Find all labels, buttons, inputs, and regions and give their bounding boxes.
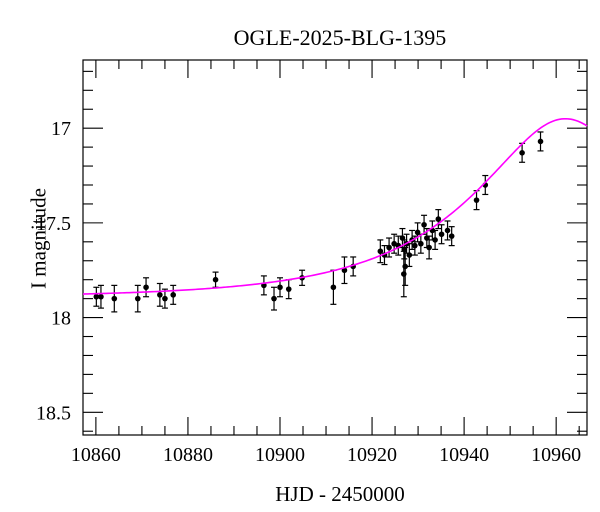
data-point (285, 286, 292, 292)
data-point (432, 237, 438, 243)
data-point (402, 263, 408, 270)
data-point (438, 231, 445, 238)
y-axis-label: I magnitude (26, 188, 51, 289)
y-tick-label: 18.5 (36, 402, 71, 424)
data-point (271, 295, 277, 302)
data-point (386, 244, 392, 251)
data-point (537, 138, 544, 145)
data-point (421, 221, 427, 228)
data-point (377, 248, 384, 255)
chart-title: OGLE-2025-BLG-1395 (233, 25, 447, 50)
x-tick-label: 10920 (347, 444, 397, 466)
plot-frame (82, 59, 588, 436)
data-point (277, 284, 283, 291)
data-point (426, 244, 432, 251)
x-tick-label: 10960 (531, 444, 581, 466)
data-point (212, 276, 219, 283)
data-point (162, 295, 168, 302)
data-point (330, 284, 337, 291)
data-point (143, 284, 149, 291)
x-tick-label: 10860 (71, 444, 121, 466)
data-point (448, 233, 455, 239)
x-axis-label: HJD - 2450000 (275, 482, 405, 506)
data-point (435, 216, 442, 222)
data-point (418, 240, 424, 247)
data-point (98, 293, 104, 300)
x-tick-label: 10880 (163, 444, 213, 466)
data-point (134, 295, 141, 302)
y-tick-label: 18 (51, 308, 71, 330)
model-curve (82, 117, 588, 295)
data-point (170, 292, 177, 298)
data-point (111, 295, 118, 302)
y-tick-label: 17.5 (36, 213, 71, 235)
data-point (157, 292, 163, 298)
y-tick-label: 17 (51, 118, 71, 140)
x-tick-label: 10900 (255, 444, 305, 466)
data-point (93, 293, 100, 300)
data-point (473, 197, 480, 203)
data-point (519, 150, 525, 156)
data-point (406, 252, 413, 258)
x-tick-label: 10940 (439, 444, 489, 466)
data-point (412, 242, 418, 249)
data-point (444, 227, 451, 234)
